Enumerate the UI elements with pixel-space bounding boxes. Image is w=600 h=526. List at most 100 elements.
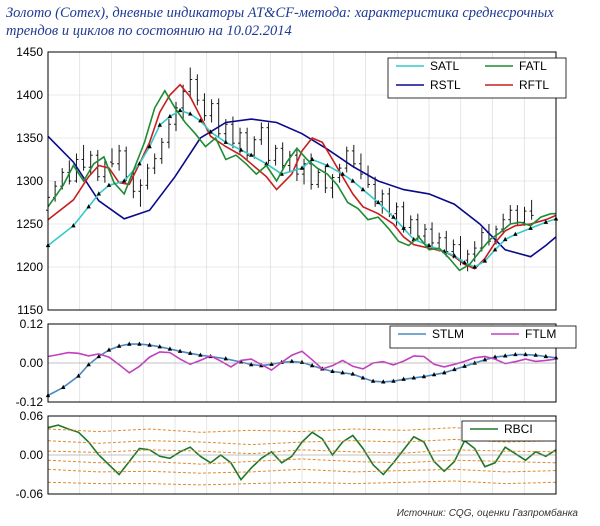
- series-satl-marker: [528, 225, 533, 230]
- series-satl-marker: [96, 191, 101, 196]
- series-stlm-marker: [309, 363, 315, 368]
- series-ftlm-line: [47, 350, 557, 374]
- panel-frame: [47, 323, 557, 403]
- series-satl-marker: [147, 144, 152, 149]
- legend-box: [389, 325, 577, 349]
- y-tick-label: 1350: [16, 131, 43, 145]
- y-tick-label: 1250: [16, 217, 43, 231]
- series-satl-marker: [177, 107, 183, 113]
- series-satl-marker: [426, 242, 432, 248]
- series-satl-marker: [401, 225, 406, 230]
- series-stlm-marker: [223, 356, 228, 361]
- series-stlm-marker: [462, 363, 467, 368]
- series-stlm-marker: [340, 370, 345, 375]
- series-stlm-marker: [147, 342, 152, 347]
- series-stlm-marker: [482, 357, 488, 362]
- legend-label-ftlm: FTLM: [525, 327, 556, 341]
- series-stlm-marker: [188, 350, 193, 355]
- oscillator-panel: 0.12 0.00 -0.12 STLM FTLM: [16, 317, 577, 409]
- series-satl-marker: [376, 199, 381, 205]
- series-satl-marker: [122, 178, 127, 183]
- legend-box: [461, 420, 557, 442]
- series-stlm-marker: [442, 370, 447, 375]
- series-stlm-marker: [452, 366, 457, 372]
- series-satl-marker: [391, 214, 396, 219]
- series-stlm-marker: [492, 354, 498, 359]
- legend-label-rftl: RFTL: [519, 78, 549, 92]
- series-stlm-marker: [137, 341, 142, 346]
- series-satl-marker: [543, 219, 549, 224]
- series-satl-marker: [472, 264, 477, 269]
- y-tick-label: -0.12: [16, 395, 44, 409]
- series-satl-marker: [264, 161, 269, 166]
- series-stlm-marker: [167, 346, 173, 351]
- series-satl-marker: [223, 139, 228, 144]
- series-stlm-marker: [238, 359, 244, 364]
- series-satl-marker: [299, 165, 305, 170]
- series-stlm-marker: [431, 372, 437, 377]
- y-tick-label: 0.06: [20, 409, 44, 423]
- chart-title: Золото (Comex), дневные индикаторы AT&CF…: [6, 4, 596, 40]
- series-satl-marker: [350, 178, 355, 183]
- series-satl-marker: [492, 247, 498, 252]
- y-tick-label: 1450: [16, 45, 43, 59]
- series-stlm-marker: [61, 384, 66, 389]
- rbci-panel: 0.06 0.00 -0.06 RBCI: [16, 409, 557, 501]
- series-satl-marker: [188, 111, 193, 116]
- series-satl-marker: [249, 152, 254, 157]
- series-satl-marker: [360, 187, 366, 192]
- y-tick-label: 1150: [17, 303, 43, 317]
- series-stlm-marker: [381, 379, 386, 384]
- series-satl-marker: [198, 118, 203, 123]
- series-stlm-marker: [116, 343, 122, 348]
- series-stlm-marker: [360, 375, 366, 380]
- series-satl-marker: [157, 122, 162, 127]
- series-fatl-line: [47, 89, 556, 272]
- series-stlm-marker: [96, 353, 101, 359]
- series-stlm-marker: [472, 360, 477, 365]
- series-satl-marker: [309, 156, 315, 162]
- legend-label-rstl: RSTL: [430, 78, 461, 92]
- series-stlm-marker: [513, 351, 518, 357]
- series-satl-marker: [452, 253, 457, 258]
- series-stlm-marker: [86, 362, 91, 367]
- y-tick-label: 1300: [16, 174, 43, 188]
- y-tick-label: 0.00: [20, 356, 44, 370]
- series-satl-marker: [513, 231, 518, 236]
- series-satl-marker: [71, 223, 76, 228]
- series-stlm-marker: [391, 378, 396, 383]
- series-satl-marker: [106, 182, 112, 187]
- y-tick-label: 0.12: [20, 317, 44, 331]
- series-stlm-marker: [330, 368, 335, 374]
- series-satl-marker: [503, 236, 508, 242]
- legend-box: [387, 57, 567, 99]
- y-tick-label: 1400: [16, 88, 43, 102]
- series-satl-marker: [208, 129, 213, 134]
- series-stlm-marker: [249, 362, 254, 367]
- series-satl-marker: [482, 258, 488, 263]
- series-stlm-marker: [127, 341, 132, 346]
- series-satl-marker: [137, 161, 142, 166]
- series-stlm-marker: [157, 344, 162, 349]
- source-note: Источник: CQG, оценки Газпромбанка: [397, 507, 579, 519]
- y-tick-label: -0.06: [16, 487, 44, 501]
- series-stlm-marker: [269, 361, 274, 366]
- series-satl-marker: [167, 113, 173, 119]
- y-tick-label: 0.00: [20, 448, 44, 462]
- panel-frame: [47, 51, 557, 311]
- legend-label-rbci: RBCI: [504, 422, 533, 436]
- series-rbci-line: [47, 424, 557, 482]
- series-satl-marker: [86, 204, 91, 209]
- series-stlm-marker: [523, 351, 528, 357]
- series-stlm-marker: [350, 371, 355, 376]
- series-satl-marker: [462, 260, 467, 265]
- series-stlm-marker: [76, 373, 81, 378]
- series-satl-marker: [340, 171, 345, 176]
- series-stlm-marker: [106, 347, 112, 352]
- panel-frame: [47, 415, 557, 495]
- price-panel: 1450 1400 1350 1300 1250 1200 1150 SATL FATL RSTL…: [16, 45, 567, 317]
- legend-label-stlm: STLM: [432, 327, 464, 341]
- legend-label-satl: SATL: [430, 59, 459, 73]
- series-stlm-marker: [421, 374, 427, 379]
